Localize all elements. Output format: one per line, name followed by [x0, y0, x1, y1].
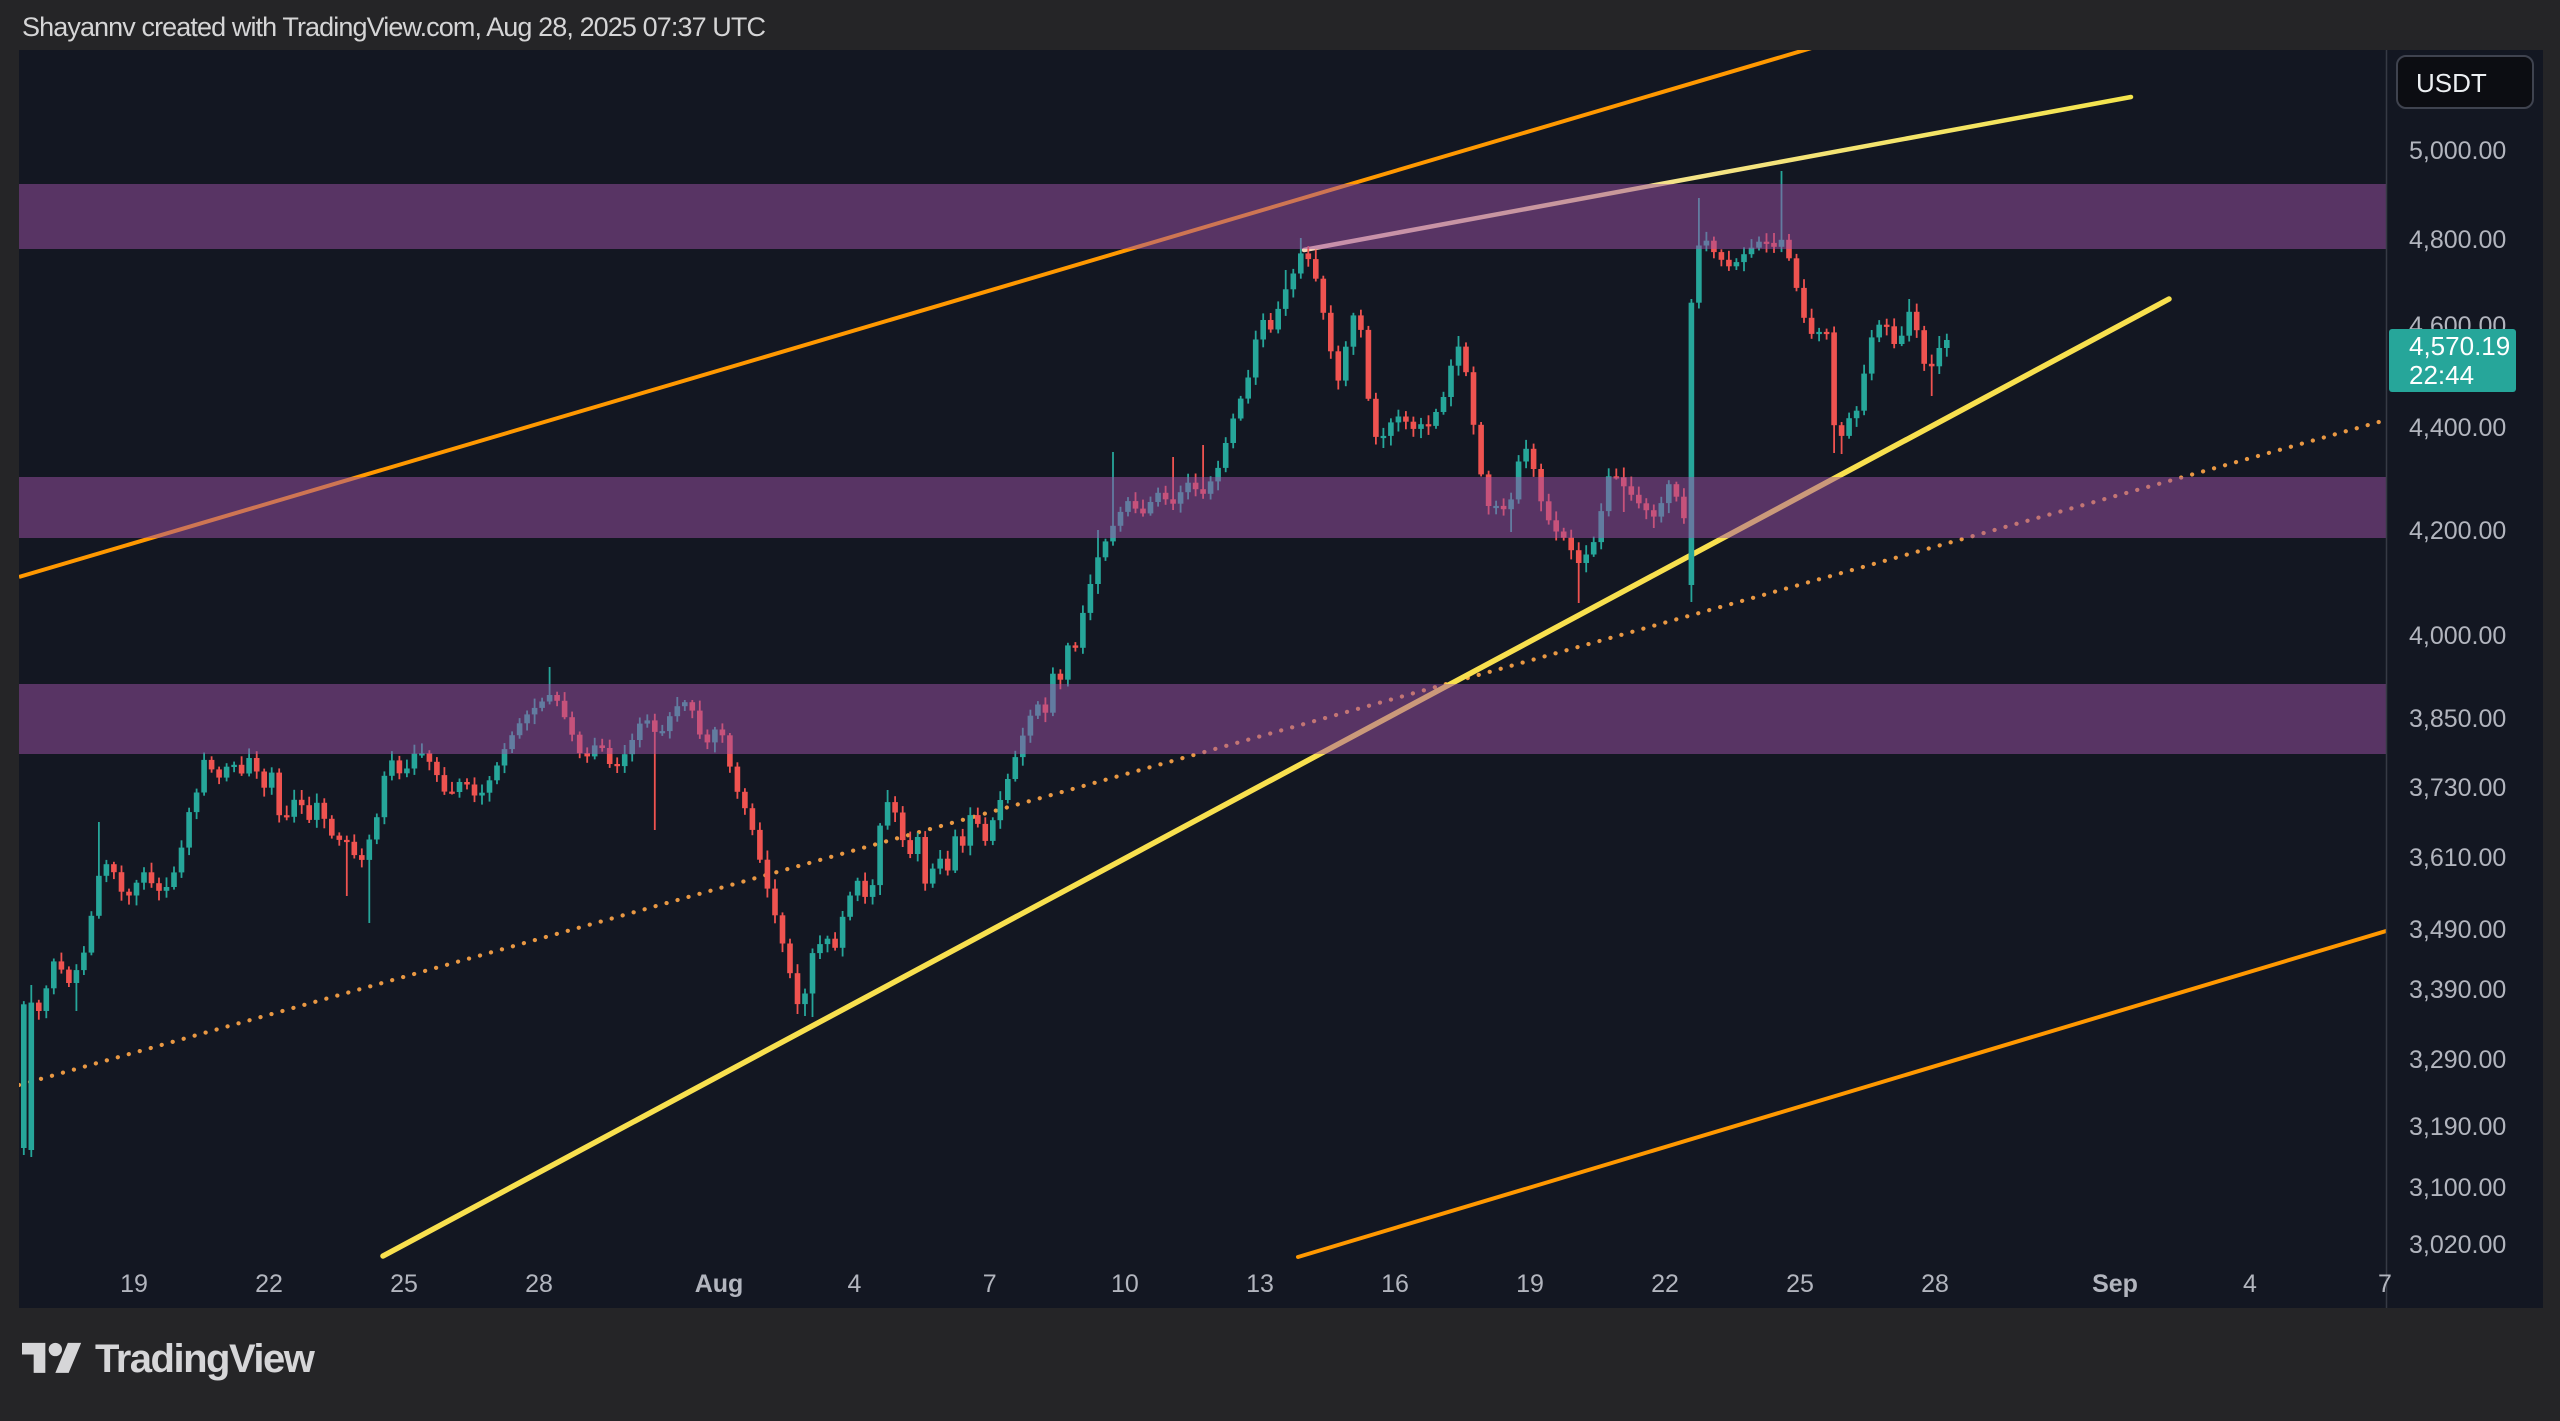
svg-text:19: 19 — [120, 1270, 148, 1298]
svg-text:3,390.00: 3,390.00 — [2409, 976, 2506, 1004]
svg-text:4,200.00: 4,200.00 — [2409, 517, 2506, 545]
svg-text:28: 28 — [1921, 1270, 1949, 1298]
svg-text:Aug: Aug — [695, 1270, 744, 1298]
svg-text:22: 22 — [255, 1270, 283, 1298]
svg-text:10: 10 — [1111, 1270, 1139, 1298]
svg-text:16: 16 — [1381, 1270, 1409, 1298]
svg-text:3,850.00: 3,850.00 — [2409, 705, 2506, 733]
svg-text:7: 7 — [983, 1270, 997, 1298]
svg-text:3,020.00: 3,020.00 — [2409, 1231, 2506, 1259]
svg-text:4,570.19: 4,570.19 — [2409, 331, 2510, 361]
svg-text:3,190.00: 3,190.00 — [2409, 1113, 2506, 1141]
svg-text:Sep: Sep — [2092, 1270, 2138, 1298]
svg-text:4: 4 — [2243, 1270, 2257, 1298]
svg-text:3,610.00: 3,610.00 — [2409, 844, 2506, 872]
svg-text:3,290.00: 3,290.00 — [2409, 1046, 2506, 1074]
svg-text:4,400.00: 4,400.00 — [2409, 414, 2506, 442]
svg-text:3,490.00: 3,490.00 — [2409, 916, 2506, 944]
svg-text:5,000.00: 5,000.00 — [2409, 137, 2506, 165]
svg-text:22:44: 22:44 — [2409, 360, 2474, 390]
svg-text:4,800.00: 4,800.00 — [2409, 226, 2506, 254]
svg-text:25: 25 — [390, 1270, 418, 1298]
svg-text:USDT: USDT — [2416, 68, 2487, 98]
svg-text:22: 22 — [1651, 1270, 1679, 1298]
svg-text:19: 19 — [1516, 1270, 1544, 1298]
svg-text:3,100.00: 3,100.00 — [2409, 1174, 2506, 1202]
svg-text:25: 25 — [1786, 1270, 1814, 1298]
svg-text:4,000.00: 4,000.00 — [2409, 622, 2506, 650]
svg-text:13: 13 — [1246, 1270, 1274, 1298]
svg-text:3,730.00: 3,730.00 — [2409, 774, 2506, 802]
svg-text:28: 28 — [525, 1270, 553, 1298]
svg-text:7: 7 — [2378, 1270, 2392, 1298]
svg-text:4: 4 — [848, 1270, 862, 1298]
